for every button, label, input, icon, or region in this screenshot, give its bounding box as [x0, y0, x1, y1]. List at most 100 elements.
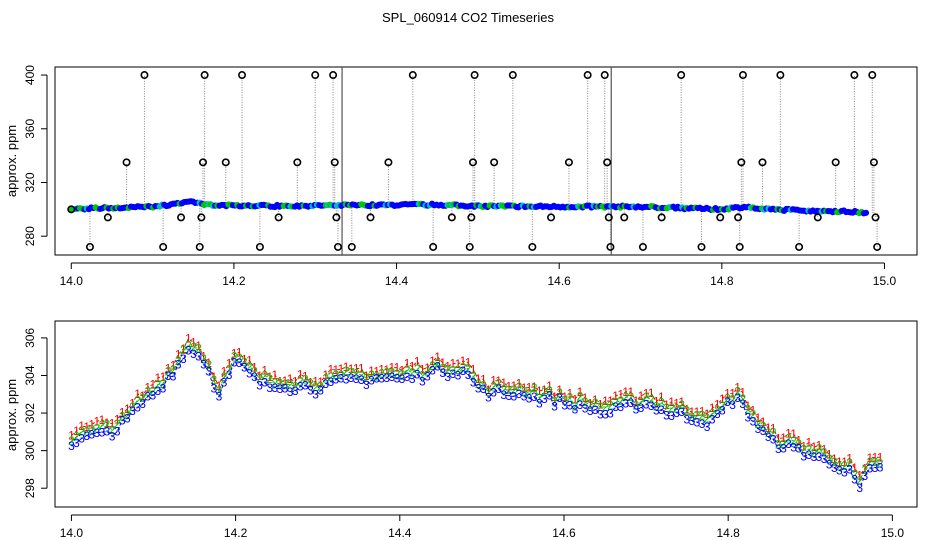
series-2-point: 2 [653, 399, 660, 413]
series-2-point: 2 [287, 378, 294, 392]
top-plot-frame [54, 66, 918, 256]
series-3-point: 3 [297, 380, 304, 394]
top-y-tick-label: 320 [23, 172, 37, 192]
series-2-point: 2 [419, 368, 426, 382]
series-3-point: 3 [144, 389, 151, 403]
series-2-point: 2 [475, 377, 482, 391]
series-1-point: 1 [231, 347, 238, 361]
series-3-point: 3 [394, 372, 401, 386]
series-1-point: 1 [836, 455, 843, 469]
series-3-point: 3 [358, 373, 365, 387]
series-3-point: 3 [68, 439, 75, 453]
series-2-point: 2 [94, 422, 101, 436]
series-1-point: 1 [282, 374, 289, 388]
series-3-point: 3 [444, 370, 451, 384]
series-1-point: 1 [475, 372, 482, 386]
series-2-point: 2 [856, 473, 863, 487]
top-y-axis-label: approx. ppm [4, 125, 19, 197]
series-2-point: 2 [144, 385, 151, 399]
bottom-x-tick-label: 14.6 [552, 526, 576, 540]
series-3-point: 3 [388, 370, 395, 384]
series-2-point: 2 [831, 455, 838, 469]
series-3-point: 3 [353, 372, 360, 386]
series-3-point: 3 [165, 369, 172, 383]
series-1-point: 1 [846, 451, 853, 465]
series-1-point: 1 [861, 462, 868, 476]
series-2-point: 2 [444, 363, 451, 377]
series-3-point: 3 [597, 408, 604, 422]
series-2-point: 2 [836, 459, 843, 473]
series-2-point: 2 [673, 402, 680, 416]
series-3-point: 3 [155, 384, 162, 398]
top-x-tick-label: 14.6 [548, 274, 572, 288]
series-3-point: 3 [424, 370, 431, 384]
top-x-tick-label: 15.0 [873, 274, 897, 288]
outlier-point [697, 242, 706, 251]
series-1-point: 1 [780, 431, 787, 445]
series-2-point: 2 [266, 372, 273, 386]
series-2-point: 2 [434, 356, 441, 370]
top-x-tick-label: 14.8 [710, 274, 734, 288]
series-3-point: 3 [821, 452, 828, 466]
series-1-point: 1 [541, 383, 548, 397]
series-1-point: 1 [353, 362, 360, 376]
series-1-point: 1 [272, 368, 279, 382]
top-y-tick-label: 360 [23, 118, 37, 138]
series-2-point: 2 [277, 377, 284, 391]
series-2-point: 2 [480, 378, 487, 392]
series-3-point: 3 [511, 389, 518, 403]
series-1-point: 1 [160, 370, 167, 384]
series-1-point: 1 [312, 375, 319, 389]
series-2-point: 2 [261, 368, 268, 382]
series-1-point: 1 [760, 415, 767, 429]
series-3-point: 3 [302, 379, 309, 393]
outlier-point [408, 71, 417, 80]
series-1-point: 1 [511, 379, 518, 393]
outlier-point [195, 242, 204, 251]
series-3-point: 3 [561, 398, 568, 412]
series-1-point: 1 [831, 452, 838, 466]
series-1-point: 1 [867, 451, 874, 465]
series-1-point: 1 [546, 379, 553, 393]
series-2-point: 2 [205, 358, 212, 372]
series-1-point: 1 [165, 361, 172, 375]
series-2-point: 2 [221, 370, 228, 384]
series-3-point: 3 [327, 375, 334, 389]
series-1-point: 1 [851, 461, 858, 475]
series-2-point: 2 [439, 362, 446, 376]
outlier-point [528, 242, 537, 251]
series-2-point: 2 [231, 350, 238, 364]
series-1-point: 1 [109, 417, 116, 431]
series-3-point: 3 [236, 356, 243, 370]
series-1-point: 1 [673, 396, 680, 410]
series-3-point: 3 [109, 429, 116, 443]
series-3-point: 3 [734, 391, 741, 405]
series-3-point: 3 [434, 359, 441, 373]
series-3-point: 3 [256, 379, 263, 393]
series-3-point: 3 [755, 422, 762, 436]
series-1-point: 1 [617, 387, 624, 401]
series-3-point: 3 [373, 372, 380, 386]
series-2-point: 2 [241, 355, 248, 369]
series-2-point: 2 [867, 455, 874, 469]
series-3-point: 3 [312, 388, 319, 402]
outlier-point [467, 213, 476, 222]
series-3-point: 3 [587, 404, 594, 418]
series-1-point: 1 [144, 380, 151, 394]
series-2-point: 2 [658, 396, 665, 410]
series-3-point: 3 [205, 364, 212, 378]
series-1-point: 1 [414, 354, 421, 368]
outlier-point [758, 158, 767, 167]
top-x-tick-label: 14.2 [222, 274, 246, 288]
series-1-point: 1 [750, 403, 757, 417]
outlier-point [868, 71, 877, 80]
outlier-point [159, 242, 168, 251]
series-1-point: 1 [572, 392, 579, 406]
series-3-point: 3 [343, 372, 350, 386]
series-2-point: 2 [134, 393, 141, 407]
series-2-point: 2 [470, 369, 477, 383]
series-2-point: 2 [414, 362, 421, 376]
series-3-point: 3 [500, 388, 507, 402]
baseline-point [862, 209, 870, 216]
outlier-point [735, 242, 744, 251]
